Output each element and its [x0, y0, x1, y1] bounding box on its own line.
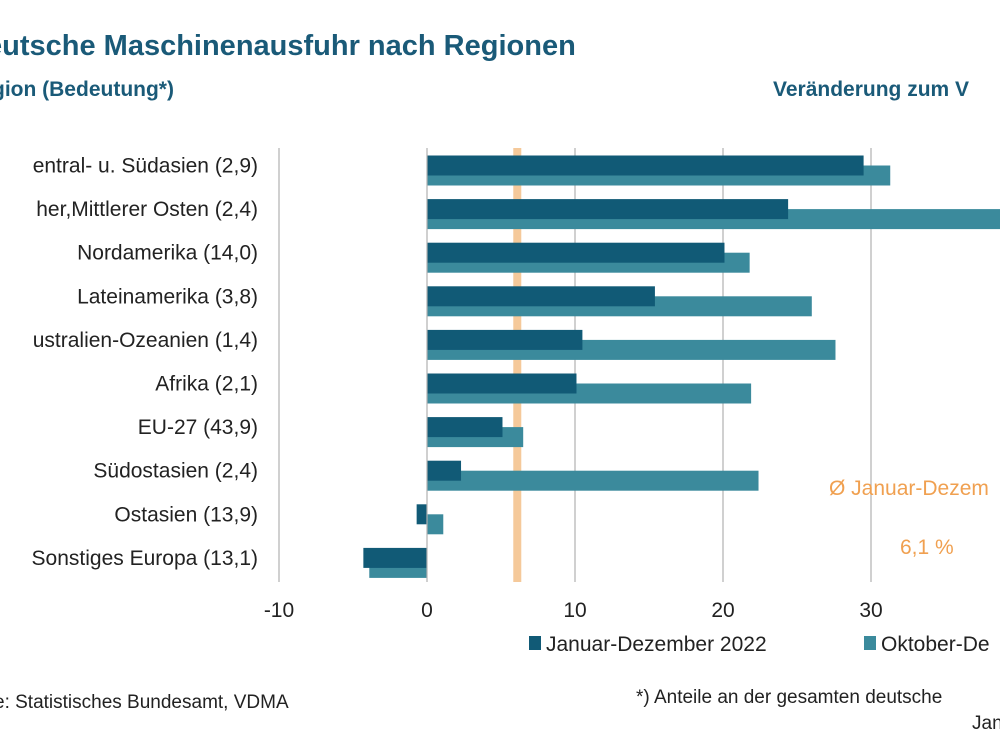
legend-swatch-series-1: [529, 636, 541, 650]
region-heading: gion (Bedeutung*): [0, 78, 174, 101]
category-label: Südostasien (2,4): [93, 460, 258, 483]
bar-series-1: [363, 547, 427, 568]
category-label: Lateinamerika (3,8): [77, 285, 258, 308]
x-tick-label: 30: [859, 599, 882, 622]
category-label: ustralien-Ozeanien (1,4): [33, 329, 258, 352]
category-label: Nordamerika (14,0): [77, 242, 258, 265]
category-label: entral- u. Südasien (2,9): [33, 155, 258, 178]
category-label: Ostasien (13,9): [114, 503, 258, 526]
legend-label-series-2: Oktober-De: [881, 633, 990, 656]
bar-series-1: [427, 286, 655, 307]
average-line: [513, 148, 522, 582]
x-tick-label: 0: [421, 599, 433, 622]
category-label: Afrika (2,1): [155, 373, 258, 396]
bar-series-1: [427, 373, 577, 394]
bar-series-1: [427, 329, 583, 350]
x-tick-label: -10: [264, 599, 294, 622]
footnote: *) Anteile an der gesamten deutsche: [636, 687, 943, 708]
x-tick-label: 10: [563, 599, 586, 622]
bar-series-2: [427, 514, 444, 535]
average-label: Ø Januar-Dezem: [829, 477, 989, 500]
bar-series-1: [427, 417, 503, 438]
source-note: e: Statistisches Bundesamt, VDMA: [0, 692, 289, 713]
bar-series-2: [427, 470, 759, 491]
chart-title: eutsche Maschinenausfuhr nach Regionen: [0, 30, 576, 62]
x-tick-label: 20: [711, 599, 734, 622]
bar-series-1: [427, 155, 864, 176]
category-label: Sonstiges Europa (13,1): [32, 547, 258, 570]
footnote-continued: Jan: [972, 713, 1000, 734]
category-label: her,Mittlerer Osten (2,4): [36, 198, 258, 221]
legend-swatch-series-2: [864, 636, 876, 650]
bar-series-1: [416, 504, 427, 525]
legend-label-series-1: Januar-Dezember 2022: [546, 633, 767, 656]
category-label: EU-27 (43,9): [138, 416, 258, 439]
bar-series-1: [427, 242, 725, 263]
bar-series-1: [427, 460, 462, 481]
change-heading: Veränderung zum V: [773, 78, 970, 101]
average-value: 6,1 %: [900, 536, 954, 559]
bar-series-1: [427, 199, 789, 220]
